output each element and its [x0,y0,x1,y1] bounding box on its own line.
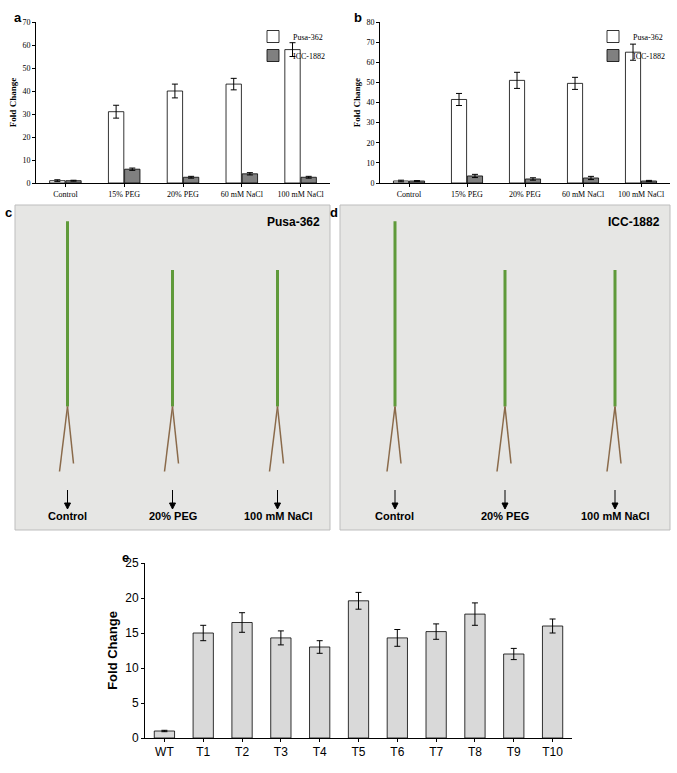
svg-text:20: 20 [22,133,30,142]
svg-text:0: 0 [26,179,30,188]
svg-text:70: 70 [22,18,30,27]
svg-text:Control: Control [375,510,414,522]
svg-text:T6: T6 [390,745,404,759]
svg-text:Control: Control [397,190,422,199]
svg-text:60: 60 [366,58,374,67]
svg-text:0: 0 [370,179,374,188]
svg-text:50: 50 [22,64,30,73]
svg-text:100 mM NaCl: 100 mM NaCl [581,510,649,522]
svg-text:20: 20 [125,591,139,605]
svg-text:10: 10 [125,661,139,675]
svg-text:60 mM NaCl: 60 mM NaCl [221,190,264,199]
svg-text:20: 20 [366,139,374,148]
svg-text:80: 80 [366,18,374,27]
svg-text:40: 40 [22,87,30,96]
svg-text:Fold Change: Fold Change [105,611,120,690]
svg-text:0: 0 [132,731,139,745]
svg-text:20% PEG: 20% PEG [481,510,529,522]
svg-text:T3: T3 [274,745,288,759]
svg-text:b: b [354,10,362,25]
svg-text:T4: T4 [313,745,327,759]
svg-text:70: 70 [366,38,374,47]
svg-text:Fold Change: Fold Change [8,78,18,127]
svg-text:WT: WT [155,745,174,759]
svg-text:20% PEG: 20% PEG [149,510,197,522]
svg-text:10: 10 [22,156,30,165]
svg-text:60 mM NaCl: 60 mM NaCl [562,190,605,199]
svg-text:25: 25 [125,556,139,570]
svg-text:20% PEG: 20% PEG [509,190,541,199]
svg-text:Pusa-362: Pusa-362 [633,33,663,42]
svg-text:15: 15 [125,626,139,640]
svg-text:d: d [330,205,338,220]
svg-text:Fold Change: Fold Change [352,78,362,127]
svg-text:e: e [122,550,129,565]
svg-text:T7: T7 [429,745,443,759]
svg-text:a: a [14,10,22,25]
svg-text:ICC-1882: ICC-1882 [293,52,325,61]
svg-text:Control: Control [53,190,78,199]
svg-text:60: 60 [22,41,30,50]
svg-text:40: 40 [366,98,374,107]
svg-text:30: 30 [22,110,30,119]
svg-text:5: 5 [132,696,139,710]
svg-text:20% PEG: 20% PEG [167,190,199,199]
svg-text:100 mM NaCl: 100 mM NaCl [244,510,312,522]
svg-text:15% PEG: 15% PEG [108,190,140,199]
svg-text:ICC-1882: ICC-1882 [608,215,660,229]
svg-text:Control: Control [48,510,87,522]
svg-text:Pusa-362: Pusa-362 [293,33,323,42]
svg-text:50: 50 [366,78,374,87]
svg-text:T8: T8 [468,745,482,759]
svg-text:c: c [5,205,12,220]
svg-text:10: 10 [366,159,374,168]
svg-text:30: 30 [366,118,374,127]
svg-text:T2: T2 [235,745,249,759]
svg-text:T10: T10 [542,745,563,759]
svg-text:ICC-1882: ICC-1882 [633,52,665,61]
svg-text:T9: T9 [507,745,521,759]
svg-text:100 mM NaCl: 100 mM NaCl [277,190,324,199]
svg-text:100 mM NaCl: 100 mM NaCl [618,190,665,199]
svg-text:T1: T1 [196,745,210,759]
svg-text:15% PEG: 15% PEG [451,190,483,199]
svg-text:T5: T5 [351,745,365,759]
svg-text:Pusa-362: Pusa-362 [267,215,320,229]
